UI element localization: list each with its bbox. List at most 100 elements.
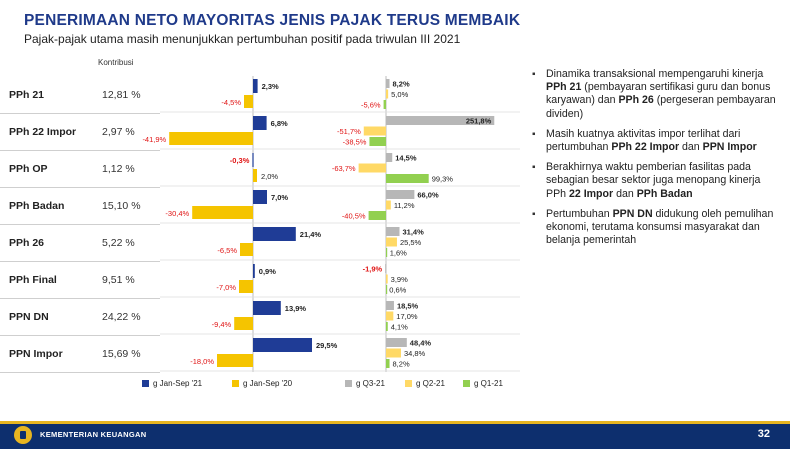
bar-q3-21 bbox=[386, 116, 495, 125]
bar-q3-21 bbox=[386, 190, 415, 199]
bar-q2-21 bbox=[363, 126, 386, 136]
label-q2-21: 3,9% bbox=[391, 275, 408, 284]
bullet-bold-text: PPh 26 bbox=[618, 94, 654, 107]
label-q3-21: 66,0% bbox=[417, 191, 439, 200]
page-number: 32 bbox=[757, 428, 770, 440]
bar-q1-21 bbox=[386, 359, 390, 368]
bullet-bold-text: PPh Badan bbox=[636, 187, 693, 200]
bullet-item: Dinamika transaksional mempengaruhi kine… bbox=[532, 68, 782, 121]
bar-q2-21 bbox=[386, 200, 391, 210]
bar-q2-21 bbox=[386, 89, 389, 99]
bar-q2-21 bbox=[358, 163, 386, 173]
footer-bar: KEMENTERIAN KEUANGAN 32 bbox=[0, 421, 790, 449]
table-row: PPN Impor 15,69 % bbox=[0, 335, 160, 373]
table-row: PPh 26 5,22 % bbox=[0, 224, 160, 262]
label-q1-21: 0,6% bbox=[389, 286, 406, 295]
label-q3-21: -1,9% bbox=[363, 265, 383, 274]
tax-type-label: PPN DN bbox=[9, 310, 49, 323]
tax-type-label: PPh 21 bbox=[9, 88, 45, 101]
bar-q3-21 bbox=[386, 79, 390, 88]
legend-swatch bbox=[142, 380, 149, 387]
label-q2-21: -51,7% bbox=[337, 127, 361, 136]
footer-accent-line bbox=[0, 421, 790, 424]
ministry-logo-icon bbox=[14, 426, 32, 444]
legend-label: g Q2-21 bbox=[416, 379, 445, 388]
bar-q3-21 bbox=[386, 301, 394, 310]
bar-q3-21 bbox=[385, 264, 387, 273]
bullet-bold-text: 22 Impor bbox=[568, 187, 614, 200]
bar-jan-sep-20 bbox=[240, 243, 253, 256]
bar-q3-21 bbox=[386, 227, 400, 236]
bar-jan-sep-20 bbox=[217, 354, 253, 367]
bar-q1-21 bbox=[386, 285, 388, 294]
kontribusi-header: Kontribusi bbox=[98, 58, 134, 67]
label-q2-21: 17,0% bbox=[396, 312, 418, 321]
label-jan-sep-21: 2,3% bbox=[262, 82, 279, 91]
bar-jan-sep-20 bbox=[192, 206, 253, 219]
legend-label: g Jan-Sep '20 bbox=[243, 379, 293, 388]
label-jan-sep-20: 2,0% bbox=[261, 172, 278, 181]
table-row: PPh Badan 15,10 % bbox=[0, 187, 160, 225]
tax-type-label: PPh Badan bbox=[9, 199, 65, 212]
label-jan-sep-20: -30,4% bbox=[165, 209, 189, 218]
bar-q2-21 bbox=[386, 348, 401, 358]
bar-jan-sep-21 bbox=[253, 116, 267, 130]
label-jan-sep-21: 13,9% bbox=[285, 304, 307, 313]
label-jan-sep-21: -0,3% bbox=[230, 156, 250, 165]
label-q2-21: 5,0% bbox=[391, 90, 408, 99]
bullet-bold-text: PPN Impor bbox=[702, 141, 757, 154]
kontribusi-value: 1,12 % bbox=[102, 162, 135, 175]
legend-label: g Q1-21 bbox=[474, 379, 503, 388]
bar-jan-sep-21 bbox=[253, 264, 255, 278]
bullet-item: Berakhirnya waktu pemberian fasilitas pa… bbox=[532, 161, 782, 201]
label-q1-21: -5,6% bbox=[361, 101, 381, 110]
legend-label: g Jan-Sep '21 bbox=[153, 379, 203, 388]
kontribusi-value: 24,22 % bbox=[102, 310, 141, 323]
label-q3-21: 48,4% bbox=[410, 339, 432, 348]
bar-jan-sep-20 bbox=[169, 132, 253, 145]
label-jan-sep-20: -6,5% bbox=[217, 246, 237, 255]
bullet-text: (pergeseran pembayaran dividen) bbox=[546, 94, 776, 120]
legend-swatch bbox=[345, 380, 352, 387]
bar-jan-sep-21 bbox=[253, 190, 267, 204]
bar-jan-sep-21 bbox=[253, 79, 258, 93]
bar-q1-21 bbox=[386, 248, 388, 257]
tax-table: PPh 21 12,81 % PPh 22 Impor 2,97 % PPh OP 1,1… bbox=[0, 76, 160, 373]
kontribusi-value: 15,69 % bbox=[102, 347, 141, 360]
tax-type-label: PPh OP bbox=[9, 162, 48, 175]
tax-type-label: PPN Impor bbox=[9, 347, 63, 360]
label-q2-21: 34,8% bbox=[404, 349, 426, 358]
label-q1-21: -40,5% bbox=[342, 212, 366, 221]
label-jan-sep-21: 29,5% bbox=[316, 341, 338, 350]
label-q2-21: 11,2% bbox=[394, 201, 415, 210]
bar-q2-21 bbox=[386, 311, 394, 321]
tax-type-label: PPh 26 bbox=[9, 236, 45, 249]
bullet-text: Pertumbuhan bbox=[546, 207, 613, 220]
label-jan-sep-21: 0,9% bbox=[259, 267, 276, 276]
bar-q1-21 bbox=[386, 174, 429, 183]
tax-type-label: PPh Final bbox=[9, 273, 57, 286]
label-q3-21: 31,4% bbox=[403, 228, 425, 237]
table-row: PPN DN 24,22 % bbox=[0, 298, 160, 336]
bar-jan-sep-21 bbox=[253, 301, 281, 315]
label-q2-21: -63,7% bbox=[332, 164, 356, 173]
bar-jan-sep-20 bbox=[234, 317, 253, 330]
bullet-text: Berakhirnya waktu pemberian fasilitas pa… bbox=[546, 161, 761, 200]
label-jan-sep-20: -7,0% bbox=[216, 283, 236, 292]
label-q1-21: 1,6% bbox=[390, 249, 407, 258]
legend-swatch bbox=[232, 380, 239, 387]
table-row: PPh 21 12,81 % bbox=[0, 76, 160, 114]
label-jan-sep-21: 7,0% bbox=[271, 193, 288, 202]
label-q1-21: 8,2% bbox=[393, 360, 410, 369]
kontribusi-value: 12,81 % bbox=[102, 88, 141, 101]
bar-jan-sep-20 bbox=[253, 169, 257, 182]
table-row: PPh Final 9,51 % bbox=[0, 261, 160, 299]
footer-text: KEMENTERIAN KEUANGAN bbox=[40, 430, 147, 439]
label-q1-21: 99,3% bbox=[432, 175, 454, 184]
bullet-text: Dinamika transaksional mempengaruhi kine… bbox=[546, 68, 764, 80]
label-q1-21: 4,1% bbox=[391, 323, 408, 332]
kontribusi-value: 9,51 % bbox=[102, 273, 135, 286]
bar-jan-sep-20 bbox=[239, 280, 253, 293]
bar-q1-21 bbox=[368, 211, 386, 220]
label-q3-21: 8,2% bbox=[393, 80, 410, 89]
